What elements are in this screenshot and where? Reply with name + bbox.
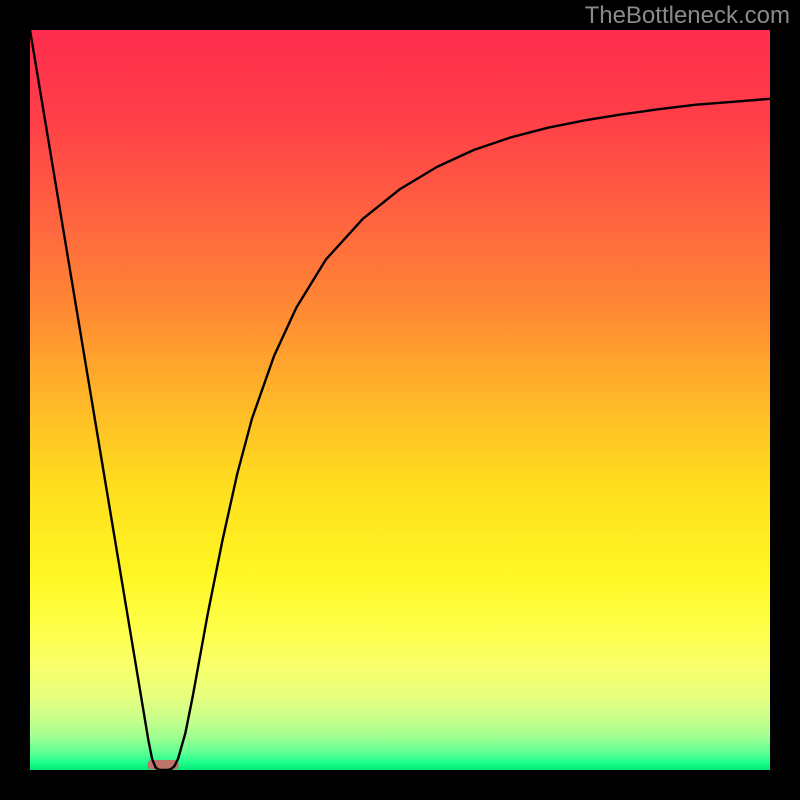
plot-area <box>30 30 770 770</box>
watermark-text: TheBottleneck.com <box>585 2 790 30</box>
curve-overlay <box>30 30 770 770</box>
chart-frame: TheBottleneck.com <box>0 0 800 800</box>
bottleneck-curve <box>30 30 770 770</box>
